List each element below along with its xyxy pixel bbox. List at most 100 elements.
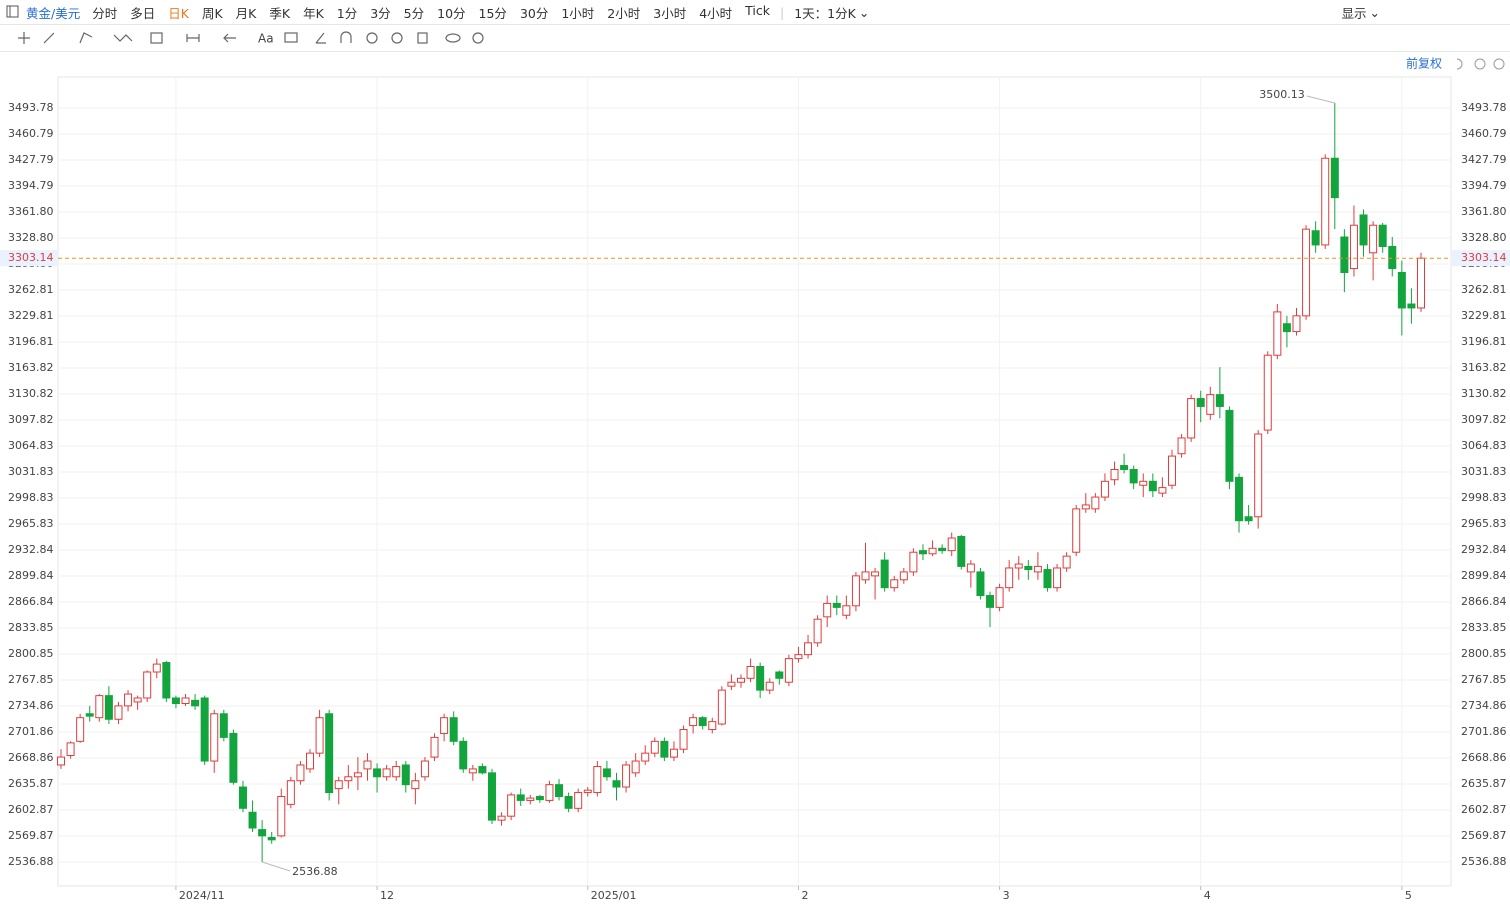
compare-tool[interactable] (445, 33, 461, 43)
period-button[interactable]: 3分 (370, 5, 391, 21)
y-tick-label-right: 2668.86 (1461, 751, 1507, 764)
period-button[interactable]: 季K (269, 5, 291, 21)
candle-body (1033, 565, 1042, 573)
candle-body (823, 602, 832, 618)
period-button[interactable]: 10分 (437, 5, 466, 21)
move-tool[interactable] (18, 32, 30, 44)
line-tool[interactable] (43, 32, 55, 44)
period-button[interactable]: 年K (303, 5, 324, 21)
candle-body (698, 717, 707, 727)
candle-body (564, 795, 573, 809)
period-button[interactable]: 30分 (519, 5, 549, 21)
candle-body (1043, 569, 1052, 589)
candle-body (957, 535, 966, 567)
period-button[interactable]: 日K (168, 5, 189, 21)
candle-body (440, 717, 449, 734)
measure-tool[interactable] (150, 32, 163, 44)
period-button[interactable]: Tick (745, 2, 770, 18)
last-price-label-left: 3303.14 (8, 251, 54, 264)
y-tick-label: 3163.82 (8, 361, 54, 374)
settings-tool[interactable] (472, 32, 484, 44)
channel-tool[interactable] (79, 32, 93, 44)
candle-body (583, 789, 592, 794)
candle-body (76, 717, 85, 742)
y-tick-label-right: 3130.82 (1461, 387, 1507, 400)
candle-body (1014, 563, 1023, 569)
candle-body (1417, 257, 1425, 309)
hide-tool[interactable] (391, 32, 403, 44)
angle-tool[interactable] (315, 32, 326, 44)
y-tick-label: 2998.83 (8, 491, 54, 504)
period-button[interactable]: 分时 (92, 5, 118, 21)
magnet-tool[interactable] (340, 31, 352, 43)
period-button[interactable]: 1小时 (561, 5, 595, 21)
wave-tool[interactable] (113, 34, 133, 42)
candle-body (449, 717, 458, 742)
candle-body (1225, 409, 1234, 482)
period-button[interactable]: 周K (201, 5, 223, 21)
candle-body (420, 760, 429, 778)
y-tick-label-right: 3295.80 (1461, 257, 1507, 270)
period-button[interactable]: 5分 (403, 5, 425, 21)
y-tick-label-right: 2635.87 (1461, 777, 1507, 790)
y-tick-label-right: 3394.79 (1461, 179, 1507, 192)
y-tick-label: 3361.80 (8, 205, 54, 218)
plot-frame (57, 76, 1452, 887)
adjust-mode[interactable]: 前复权 (1406, 56, 1442, 71)
candle-body (1196, 398, 1205, 407)
candle-body (1292, 315, 1301, 333)
y-tick-label-right: 2932.84 (1461, 543, 1507, 556)
y-tick-label: 2767.85 (8, 673, 54, 686)
candle-body (171, 697, 180, 705)
y-tick-label: 3427.79 (8, 153, 54, 166)
text-tool[interactable]: Aa (258, 32, 274, 46)
range-tool[interactable] (186, 34, 200, 42)
candle-body (133, 697, 142, 703)
y-tick-label-right: 2866.84 (1461, 595, 1507, 608)
candle-body (976, 571, 985, 597)
y-tick-label: 3064.83 (8, 439, 54, 452)
lock-tool[interactable] (366, 32, 378, 44)
period-button[interactable]: 3小时 (653, 5, 687, 21)
period-button[interactable]: 15分 (478, 5, 507, 21)
candle-body (124, 693, 133, 707)
candle-body (1091, 496, 1100, 510)
range-selector[interactable]: 1天：1分K (794, 5, 856, 21)
x-tick-label: 2 (801, 889, 808, 902)
candle-body (411, 780, 420, 790)
candle-body (1311, 230, 1320, 246)
candle-body (1282, 323, 1291, 333)
candle-body (947, 537, 956, 552)
candle-body (746, 665, 755, 679)
candle-body (1215, 394, 1224, 407)
symbol[interactable]: 黄金/美元 (26, 5, 81, 21)
note-tool[interactable] (284, 32, 298, 43)
y-tick-label: 2965.83 (8, 517, 54, 530)
period-button[interactable]: 月K (235, 5, 257, 21)
candle-body (650, 740, 659, 754)
layout-icon[interactable] (6, 5, 20, 19)
period-button[interactable]: 2小时 (607, 5, 641, 21)
candle-body (459, 740, 468, 770)
candle-body (325, 713, 334, 794)
period-button[interactable]: 多日 (130, 5, 156, 21)
y-tick-label-right: 2602.87 (1461, 803, 1507, 816)
period-button[interactable]: 4小时 (699, 5, 733, 21)
candle-body (602, 768, 611, 778)
high-label: 3500.13 (1259, 88, 1305, 101)
display-menu[interactable]: 显示 (1341, 5, 1367, 21)
candle-body (85, 713, 94, 717)
candle-body (1378, 224, 1387, 247)
candle-body (344, 776, 353, 782)
arrow-tool[interactable] (223, 33, 236, 43)
candle-body (95, 695, 104, 719)
candle-body (286, 780, 295, 805)
delete-tool[interactable] (417, 32, 428, 44)
candle-body (708, 721, 717, 731)
y-tick-label-right: 3196.81 (1461, 335, 1507, 348)
drawing-toolbar: Aa (0, 25, 1510, 52)
candle-body (497, 815, 506, 821)
y-tick-label-right: 3328.80 (1461, 231, 1507, 244)
candle-body (612, 780, 621, 788)
period-button[interactable]: 1分 (336, 5, 358, 21)
